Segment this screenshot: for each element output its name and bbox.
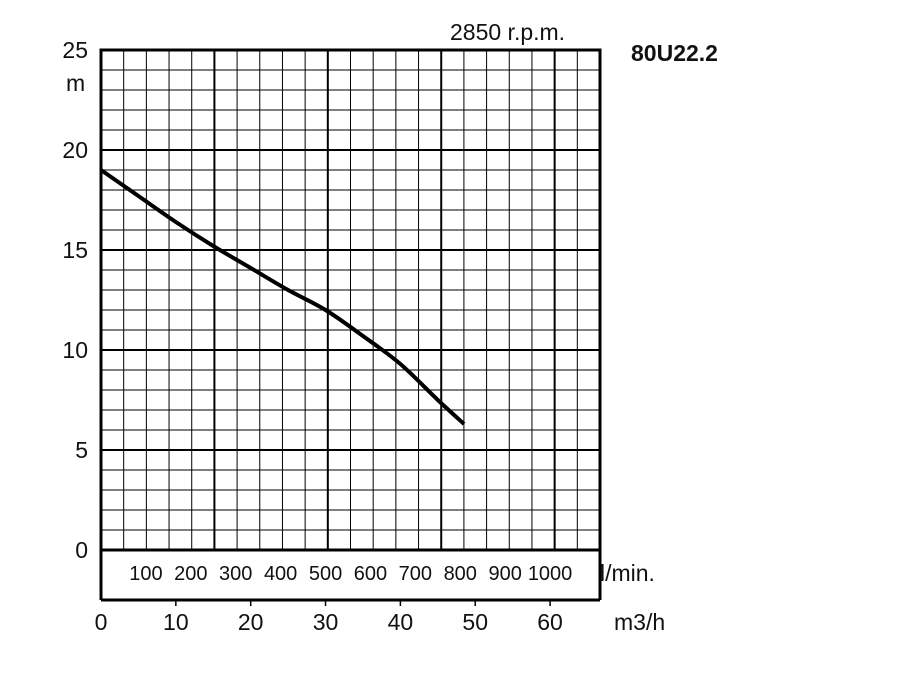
y-tick-label: 20 bbox=[62, 137, 88, 163]
secondary-x-tick-label: 300 bbox=[219, 563, 252, 585]
curve-layer bbox=[99, 168, 466, 426]
x-tick-label: 40 bbox=[388, 609, 414, 635]
secondary-x-tick-label: 100 bbox=[129, 563, 162, 585]
chart-title: 80U22.2 bbox=[631, 40, 718, 66]
x-tick-label: 30 bbox=[313, 609, 339, 635]
x-axis-label: m3/h bbox=[614, 609, 665, 635]
chart-subtitle: 2850 r.p.m. bbox=[450, 19, 565, 45]
x-tick-label: 10 bbox=[163, 609, 189, 635]
x-tick-label: 50 bbox=[462, 609, 488, 635]
y-tick-label: 10 bbox=[62, 337, 88, 363]
y-axis-label: m bbox=[66, 70, 85, 96]
x-tick-label: 60 bbox=[537, 609, 563, 635]
plot-border bbox=[99, 48, 602, 552]
secondary-x-tick-label: 700 bbox=[399, 563, 432, 585]
secondary-x-tick-label: 900 bbox=[488, 563, 521, 585]
y-tick-label: 0 bbox=[75, 537, 88, 563]
y-tick-label: 5 bbox=[75, 437, 88, 463]
y-tick-label: 15 bbox=[62, 237, 88, 263]
secondary-x-axis-label: l/min. bbox=[600, 560, 655, 586]
secondary-x-tick-label: 800 bbox=[444, 563, 477, 585]
x-tick-label: 0 bbox=[95, 609, 108, 635]
performance-curve bbox=[99, 168, 466, 426]
chart-frame bbox=[99, 48, 602, 606]
secondary-x-tick-label: 500 bbox=[309, 563, 342, 585]
secondary-x-tick-label: 600 bbox=[354, 563, 387, 585]
chart-grid bbox=[101, 50, 600, 550]
secondary-x-tick-label: 400 bbox=[264, 563, 297, 585]
y-tick-label: 25 bbox=[62, 37, 88, 63]
secondary-x-tick-label: 200 bbox=[174, 563, 207, 585]
x-tick-label: 20 bbox=[238, 609, 264, 635]
tick-labels: 0 5 10 15 20 25 0 10 20 30 40 50 60 100 200 300 400 500 60… bbox=[62, 37, 572, 635]
secondary-x-tick-label: 1000 bbox=[528, 563, 573, 585]
